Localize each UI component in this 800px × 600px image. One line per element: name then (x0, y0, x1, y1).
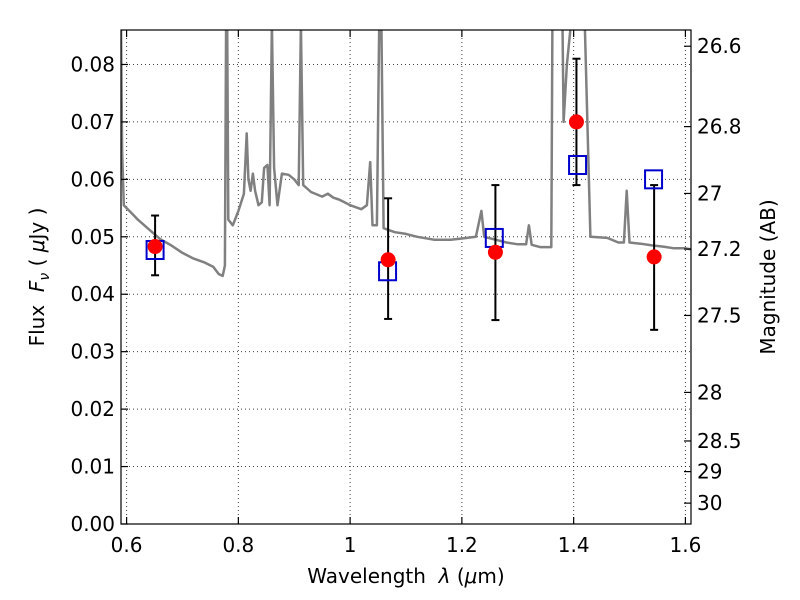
observed-flux-point (568, 114, 584, 130)
x-tick-labels: 0.6 0.8 1 1.2 1.4 1.6 (111, 533, 702, 557)
y2-tick-label: 26.6 (697, 34, 742, 58)
y-tick-label: 0.05 (70, 225, 115, 249)
plot-frame (120, 29, 692, 525)
y-tick-label: 0.08 (70, 52, 115, 76)
y-tick-label: 0.04 (70, 282, 115, 306)
y-tick-label: 0.00 (70, 512, 115, 536)
y2-tick-label: 26.8 (697, 115, 742, 139)
y2-tick-labels: 26.6 26.8 27 27.2 27.5 28 28.5 29 30 (697, 34, 742, 515)
observed-flux-point (380, 252, 396, 268)
y-axis-title: Flux Fν ( μJy ) (25, 208, 53, 347)
model-photometry-square (568, 154, 588, 175)
x-tick-label: 1 (344, 533, 357, 557)
y-tick-label: 0.01 (70, 455, 115, 479)
y2-tick-label: 27.2 (697, 237, 742, 261)
x-axis-title: Wavelength λ (μm) (307, 564, 504, 588)
x-tick-label: 1.2 (446, 533, 478, 557)
x-tick-label: 0.6 (111, 533, 143, 557)
y-tick-labels: 0.00 0.01 0.02 0.03 0.04 0.05 0.06 0.07 0.08 (70, 52, 115, 536)
model-spectrum-line (121, 30, 691, 278)
observed-flux-markers (147, 114, 662, 268)
axis-ticks (121, 30, 691, 525)
y2-tick-label: 30 (697, 491, 722, 515)
model-photometry-square (644, 169, 664, 190)
y2-axis-title: Magnitude (AB) (756, 199, 780, 354)
y2-tick-label: 29 (697, 460, 722, 484)
observed-flux-point (646, 249, 662, 265)
y-tick-label: 0.06 (70, 167, 115, 191)
observed-flux-point (147, 239, 163, 255)
x-tick-label: 1.4 (558, 533, 590, 557)
x-tick-label: 0.8 (222, 533, 254, 557)
y2-tick-label: 28 (697, 380, 722, 404)
x-tick-label: 1.6 (670, 533, 702, 557)
y-tick-label: 0.03 (70, 340, 115, 364)
y2-tick-label: 27 (697, 181, 722, 205)
observed-flux-point (487, 244, 503, 260)
y2-tick-label: 28.5 (697, 429, 742, 453)
y-tick-label: 0.02 (70, 397, 115, 421)
y2-tick-label: 27.5 (697, 303, 742, 327)
plot-data (121, 30, 691, 331)
y-tick-label: 0.07 (70, 110, 115, 134)
